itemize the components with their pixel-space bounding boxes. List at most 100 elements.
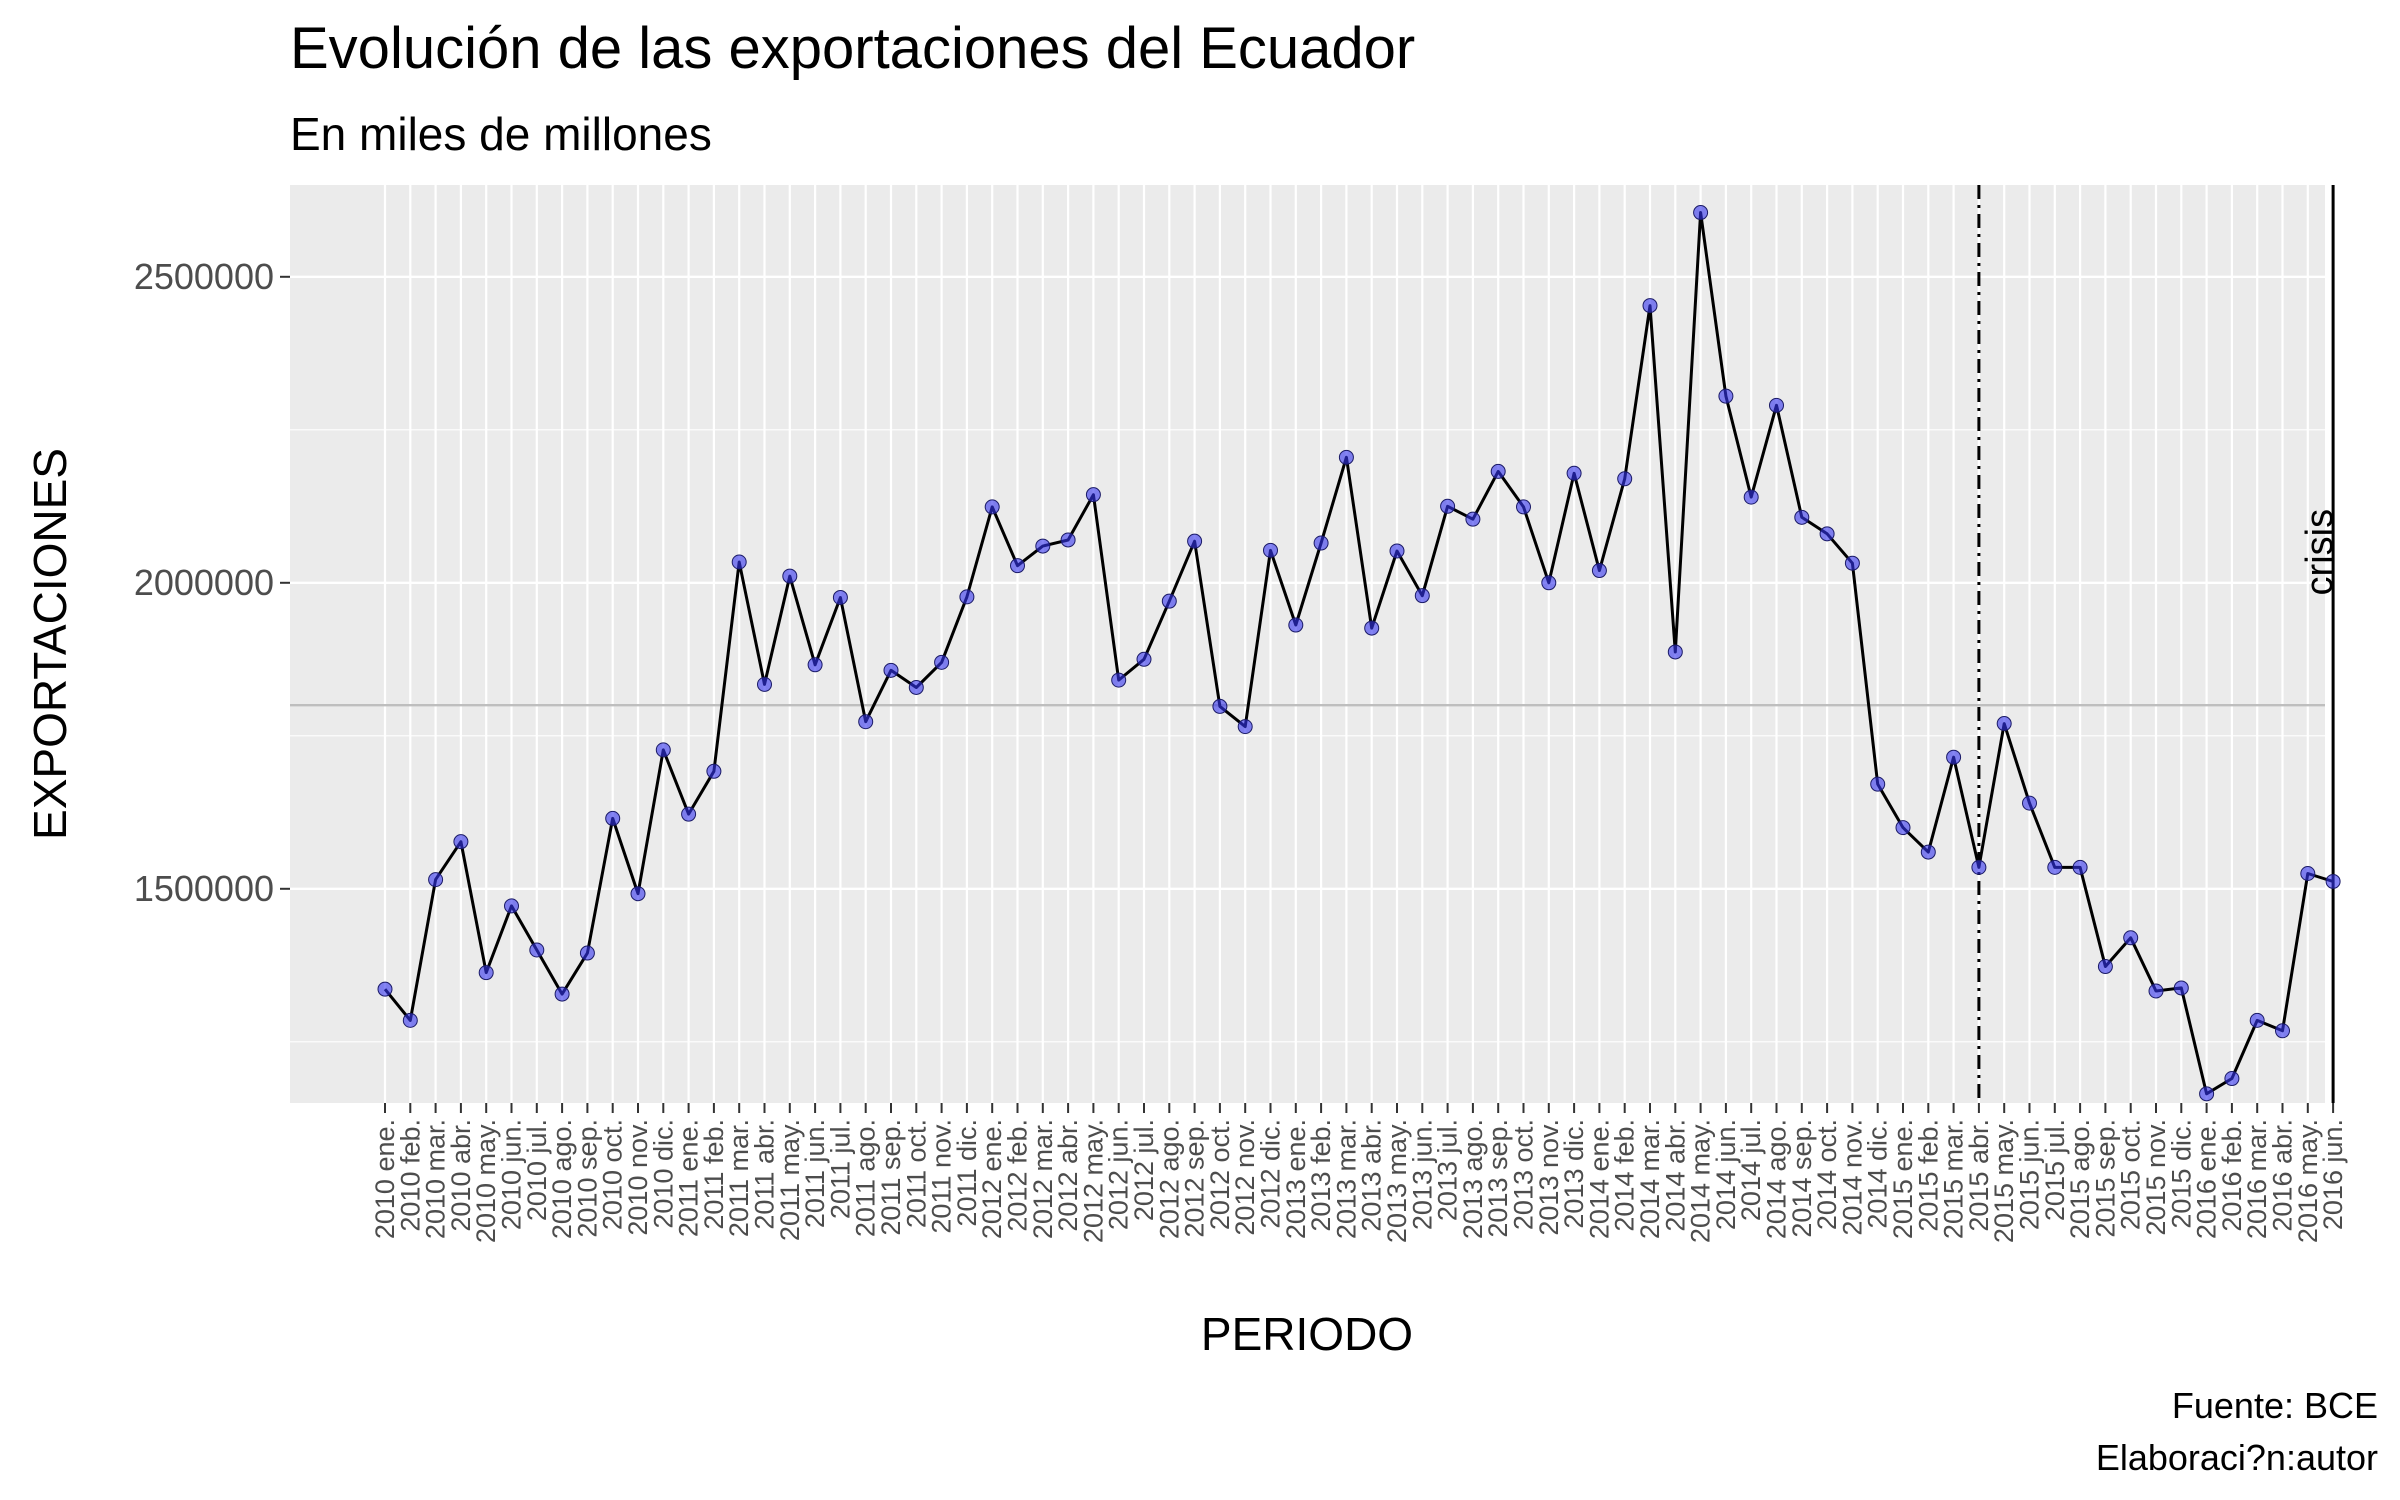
- x-tick-label: 2011 dic.: [952, 1119, 982, 1227]
- data-point: [529, 942, 545, 958]
- x-tick-label: 2015 abr.: [1964, 1119, 1994, 1232]
- data-point: [1591, 563, 1607, 579]
- x-tick-label: 2012 abr.: [1053, 1119, 1083, 1232]
- x-tick-label: 2011 feb.: [699, 1119, 729, 1230]
- x-tick-label: 2016 may.: [2293, 1119, 2323, 1243]
- data-point: [1667, 644, 1683, 660]
- x-tick-label: 2013 nov.: [1534, 1119, 1564, 1236]
- x-tick-label: 2016 abr.: [2268, 1119, 2298, 1232]
- x-tick-label: 2010 abr.: [446, 1119, 476, 1232]
- data-point: [2047, 859, 2063, 875]
- data-point: [1769, 397, 1784, 413]
- data-point: [1844, 555, 1860, 571]
- data-point: [1465, 511, 1481, 527]
- data-point: [2022, 795, 2037, 811]
- data-point: [2224, 1071, 2240, 1087]
- x-tick-label: 2011 jun.: [800, 1119, 830, 1228]
- x-tick-label: 2015 nov.: [2141, 1119, 2171, 1236]
- x-tick-label: 2012 dic.: [1256, 1119, 1286, 1229]
- data-point: [2097, 959, 2113, 975]
- crisis-annotation: crisis: [2299, 509, 2341, 596]
- x-tick-label: 2010 feb.: [395, 1119, 425, 1232]
- data-point: [959, 589, 975, 605]
- x-tick-label: 2012 nov.: [1230, 1119, 1260, 1236]
- x-tick-label: 2013 abr.: [1357, 1119, 1387, 1232]
- data-point: [1060, 532, 1076, 548]
- x-tick-label: 2015 jun.: [2015, 1119, 2045, 1230]
- data-point: [2199, 1086, 2215, 1102]
- data-point: [1490, 463, 1506, 479]
- x-tick-label: 2012 oct.: [1205, 1119, 1235, 1230]
- data-point: [1338, 449, 1354, 465]
- x-axis: 2010 ene.2010 feb.2010 mar.2010 abr.2010…: [370, 1103, 2348, 1243]
- data-point: [706, 763, 722, 779]
- x-tick-label: 2014 nov.: [1837, 1119, 1867, 1236]
- x-tick-label: 2011 jul.: [825, 1119, 855, 1219]
- data-point: [2072, 859, 2088, 875]
- x-tick-label: 2014 sep.: [1787, 1119, 1817, 1238]
- x-tick-label: 2014 ago.: [1762, 1119, 1792, 1239]
- data-point: [934, 654, 950, 670]
- data-point: [832, 589, 848, 605]
- data-point: [1946, 749, 1962, 765]
- x-tick-label: 2013 ago.: [1458, 1119, 1488, 1239]
- x-tick-label: 2014 oct.: [1812, 1119, 1842, 1230]
- grid-minor-y: [290, 429, 2325, 1043]
- data-point: [2300, 866, 2316, 881]
- data-point: [1288, 617, 1304, 633]
- x-tick-label: 2012 ago.: [1154, 1119, 1184, 1239]
- data-point: [2173, 980, 2189, 996]
- x-tick-label: 2011 nov.: [927, 1119, 957, 1234]
- x-tick-label: 2013 ene.: [1281, 1119, 1311, 1239]
- data-point: [1389, 543, 1405, 559]
- data-point: [1617, 471, 1633, 487]
- data-point: [1693, 205, 1709, 221]
- chart-subtitle: En miles de millones: [290, 108, 712, 160]
- x-tick-label: 2011 mar.: [724, 1119, 754, 1237]
- data-point: [1516, 499, 1531, 515]
- data-point: [2275, 1023, 2290, 1039]
- x-tick-label: 2014 abr.: [1660, 1119, 1690, 1232]
- data-point: [1996, 716, 2012, 732]
- x-tick-label: 2015 may.: [1989, 1119, 2019, 1243]
- x-tick-label: 2010 ago.: [547, 1119, 577, 1239]
- x-tick-label: 2016 jun.: [2318, 1119, 2348, 1230]
- data-point: [984, 499, 1000, 515]
- x-tick-label: 2013 jun.: [1407, 1119, 1437, 1230]
- x-tick-label: 2011 ago.: [851, 1119, 881, 1237]
- y-axis: 1500000 2000000 2500000: [134, 256, 290, 909]
- x-tick-label: 2013 mar.: [1331, 1119, 1361, 1239]
- data-point: [402, 1012, 418, 1028]
- x-tick-label: 2013 oct.: [1509, 1119, 1539, 1230]
- data-point: [1161, 593, 1177, 609]
- x-tick-label: 2010 mar.: [421, 1119, 451, 1239]
- x-tick-label: 2015 sep.: [2090, 1119, 2120, 1238]
- data-point: [655, 742, 671, 758]
- x-tick-label: 2014 may.: [1686, 1119, 1716, 1243]
- x-tick-label: 2011 oct.: [901, 1119, 931, 1228]
- x-tick-label: 2013 feb.: [1306, 1119, 1336, 1232]
- data-point: [2123, 930, 2139, 946]
- reference-lines: [290, 185, 2335, 1103]
- data-point: [630, 886, 646, 902]
- x-tick-label: 2015 ene.: [1888, 1119, 1918, 1239]
- data-point: [605, 810, 621, 826]
- series-path: [383, 211, 2334, 1096]
- series-points: [377, 205, 2341, 1102]
- plot-panel: [290, 185, 2325, 1103]
- data-point: [1642, 298, 1658, 314]
- x-tick-label: 2015 feb.: [1913, 1119, 1943, 1232]
- data-point: [1414, 588, 1430, 604]
- data-point: [1440, 498, 1456, 514]
- data-point: [1743, 489, 1759, 505]
- caption-author: Elaboraci?n:autor: [2096, 1437, 2378, 1478]
- data-point: [1085, 487, 1101, 503]
- x-tick-label: 2015 dic.: [2166, 1119, 2196, 1229]
- x-tick-label: 2015 jul.: [2040, 1119, 2070, 1221]
- x-tick-label: 2015 ago.: [2065, 1119, 2095, 1239]
- data-point: [1035, 538, 1051, 554]
- chart-title: Evolución de las exportaciones del Ecuad…: [290, 16, 1415, 81]
- data-point: [782, 568, 798, 584]
- data-point: [858, 714, 874, 730]
